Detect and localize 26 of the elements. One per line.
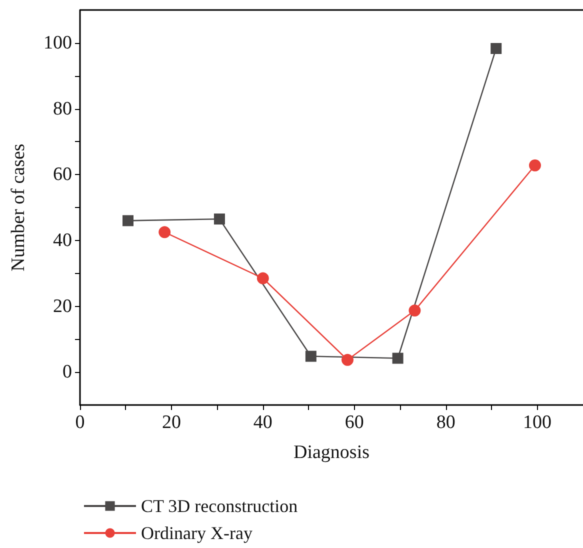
point	[408, 304, 421, 317]
y-tick-label: 80	[53, 98, 72, 120]
x-tick-label: 40	[253, 412, 272, 433]
point	[158, 226, 171, 238]
legend-label: CT 3D reconstruction	[141, 496, 298, 516]
point	[392, 352, 404, 364]
point	[122, 215, 134, 226]
point	[529, 159, 541, 172]
x-tick-label: 80	[436, 412, 456, 433]
x-tick-label: 100	[523, 412, 552, 433]
point	[342, 354, 354, 366]
x-tick-label: 60	[344, 412, 364, 433]
y-tick-label: 100	[44, 32, 72, 54]
y-tick-label: 60	[53, 164, 72, 186]
point	[214, 214, 225, 225]
point	[305, 350, 316, 362]
y-tick-label: 40	[53, 230, 72, 251]
x-axis-title: Diagnosis	[294, 442, 370, 463]
y-axis-title: Number of cases	[8, 144, 29, 272]
legend-label: Ordinary X-ray	[141, 523, 252, 543]
y-tick-label: 0	[62, 362, 72, 383]
y-tick-label: 20	[53, 296, 72, 317]
point	[256, 272, 269, 284]
x-tick-label: 20	[162, 412, 181, 433]
point	[490, 43, 502, 54]
x-tick-label: 0	[75, 412, 85, 433]
